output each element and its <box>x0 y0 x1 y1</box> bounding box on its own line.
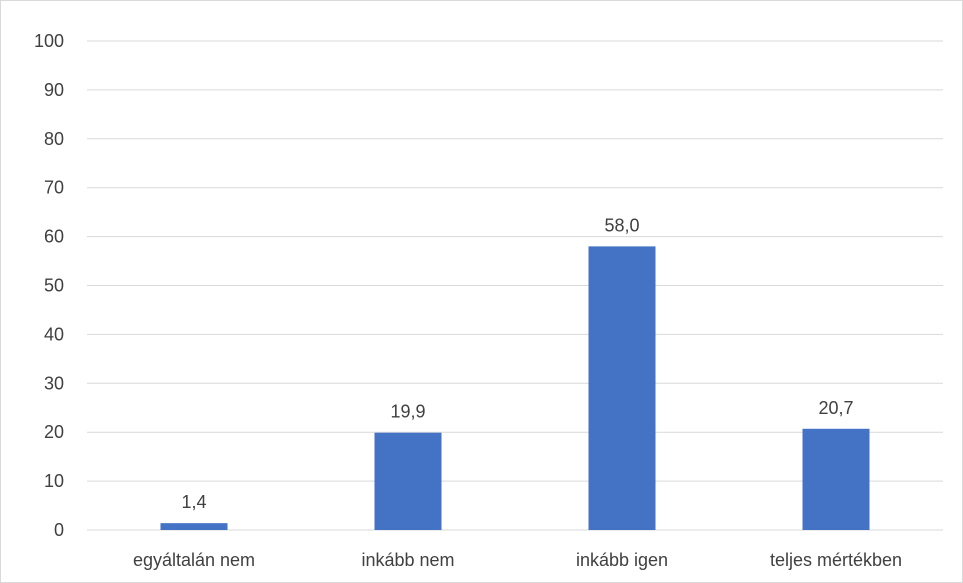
y-tick-label: 20 <box>44 422 64 442</box>
bar-1 <box>160 523 228 530</box>
category-label: teljes mértékben <box>770 550 902 570</box>
data-label: 19,9 <box>390 402 425 422</box>
y-tick-label: 30 <box>44 373 64 393</box>
data-label: 20,7 <box>818 398 853 418</box>
category-label: egyáltalán nem <box>133 550 255 570</box>
bar-2 <box>374 432 442 530</box>
data-label: 1,4 <box>181 492 206 512</box>
y-tick-label: 0 <box>54 520 64 540</box>
y-tick-label: 90 <box>44 80 64 100</box>
category-label: inkább igen <box>576 550 668 570</box>
y-tick-label: 50 <box>44 276 64 296</box>
data-label: 58,0 <box>604 215 639 235</box>
y-tick-label: 10 <box>44 471 64 491</box>
y-axis-tick-labels: 0 10 20 30 40 50 60 70 80 90 100 <box>34 31 64 540</box>
bar-3 <box>588 246 656 530</box>
data-labels: 1,4 19,9 58,0 20,7 <box>181 215 853 512</box>
bar-4 <box>802 428 870 530</box>
y-tick-label: 70 <box>44 178 64 198</box>
bars <box>160 246 870 530</box>
category-label: inkább nem <box>361 550 454 570</box>
y-tick-label: 100 <box>34 31 64 51</box>
y-tick-label: 40 <box>44 324 64 344</box>
x-axis-category-labels: egyáltalán nem inkább nem inkább igen telje… <box>133 550 902 570</box>
y-tick-label: 60 <box>44 227 64 247</box>
y-tick-label: 80 <box>44 129 64 149</box>
gridlines <box>87 40 943 531</box>
